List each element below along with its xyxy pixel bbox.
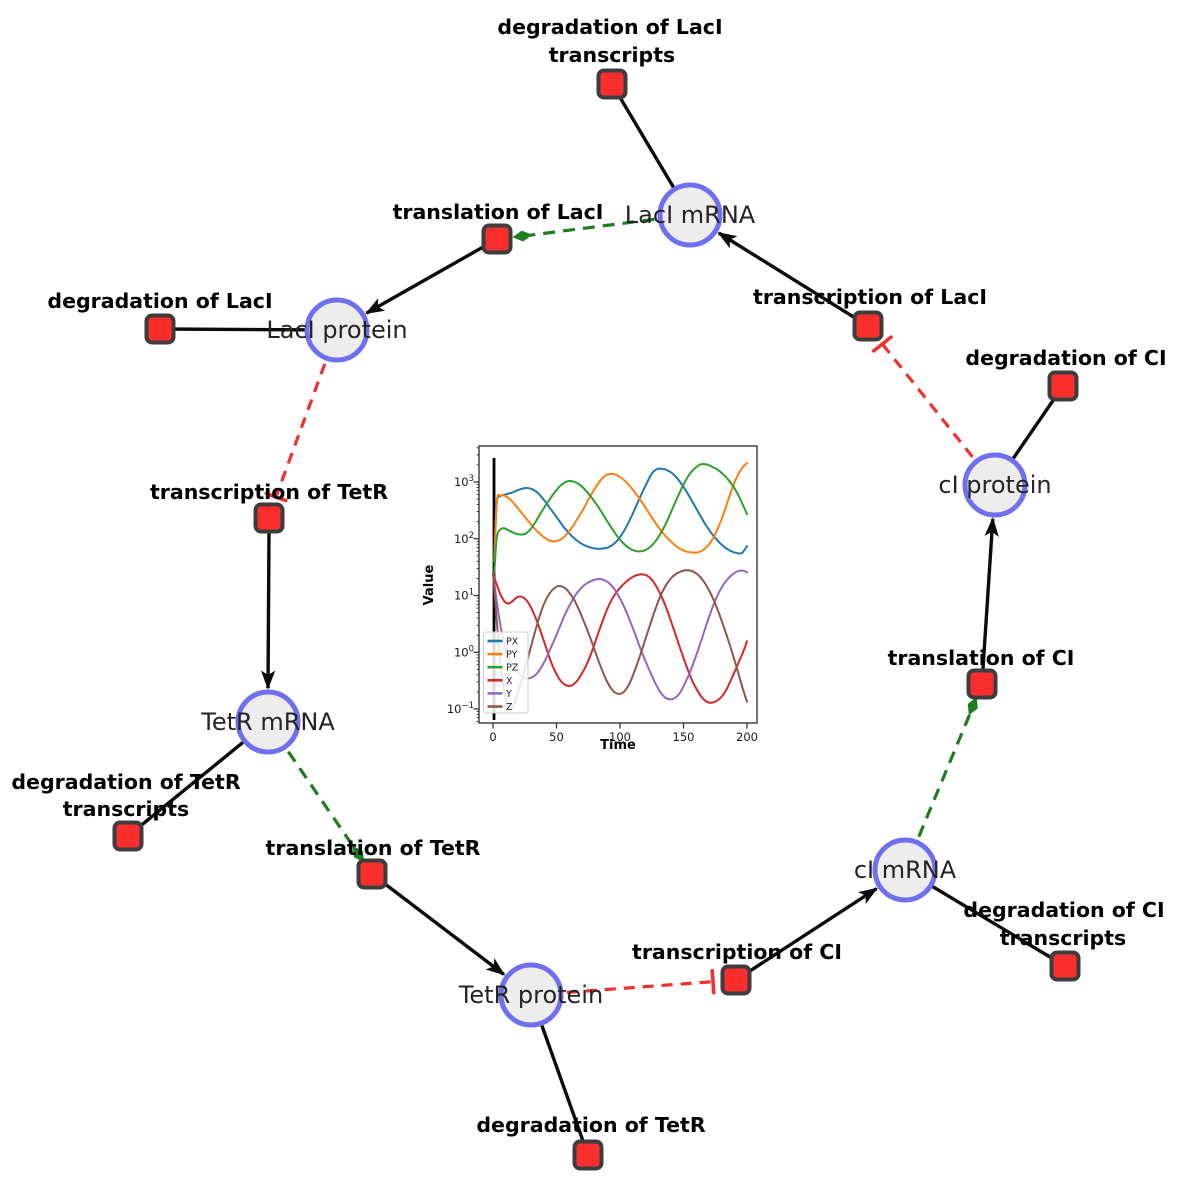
reaction-label-degradation-tetr-transcripts-1: degradation of TetR xyxy=(11,770,240,794)
legend-label-z: Z xyxy=(506,702,513,713)
series-z xyxy=(492,569,748,711)
reaction-node-degradation-ci[interactable] xyxy=(1047,370,1079,402)
species-node-laci-mrna[interactable] xyxy=(657,182,723,248)
inhibition-tee-ci xyxy=(710,968,716,995)
series-pz xyxy=(493,462,748,574)
reaction-label-transcription-tetr: transcription of TetR xyxy=(150,480,388,504)
edge-translation-ci-to-ci-protein xyxy=(981,517,999,671)
reaction-label-degradation-tetr-transcripts-2: transcripts xyxy=(63,797,190,821)
reaction-node-translation-tetr[interactable] xyxy=(356,858,388,890)
edge-ci-protein-inhibits-transcription-laci xyxy=(881,343,974,458)
species-node-ci-mrna[interactable] xyxy=(872,837,938,903)
x-axis-title: Time xyxy=(600,738,636,753)
x-tick-label: 200 xyxy=(736,730,758,744)
network-nodes xyxy=(112,68,1081,1171)
reaction-label-translation-ci: translation of CI xyxy=(888,646,1075,670)
species-label-tetr-mrna: TetR mRNA xyxy=(200,708,335,736)
edge-transcription-laci-to-laci-mrna xyxy=(717,231,857,321)
reaction-label-degradation-laci-transcripts-1: degradation of LacI xyxy=(497,15,722,39)
chart-curves xyxy=(492,458,748,720)
reaction-label-degradation-ci-transcripts-2: transcripts xyxy=(1000,926,1127,950)
legend-label-pz: PZ xyxy=(506,663,519,674)
reaction-node-translation-laci[interactable] xyxy=(481,223,513,255)
species-label-laci-mrna: LacI mRNA xyxy=(625,201,756,229)
reaction-label-degradation-laci: degradation of LacI xyxy=(47,289,272,313)
species-node-tetr-mrna[interactable] xyxy=(235,689,301,755)
y-axis-title: Value xyxy=(422,564,437,605)
reaction-node-degradation-tetr[interactable] xyxy=(572,1139,604,1171)
x-tick-label: 0 xyxy=(489,730,496,744)
reaction-node-degradation-ci-transcripts[interactable] xyxy=(1049,950,1081,982)
x-tick-label: 50 xyxy=(549,730,564,744)
inhibition-tee-laci xyxy=(871,335,893,353)
reaction-node-translation-ci[interactable] xyxy=(966,668,998,700)
reaction-label-transcription-ci: transcription of CI xyxy=(632,940,842,964)
y-tick-label: 10−1 xyxy=(447,701,474,716)
reaction-label-degradation-tetr: degradation of TetR xyxy=(476,1113,705,1137)
reaction-node-degradation-laci-transcripts[interactable] xyxy=(596,68,628,100)
y-tick-label: 101 xyxy=(454,588,474,603)
edge-ci-mrna-modifies-translation xyxy=(917,711,972,838)
edge-tetr-protein-inhibits-transcription-ci xyxy=(566,980,714,994)
chart-legend: PX PY PZ XYZ xyxy=(483,631,529,714)
reaction-label-translation-tetr: translation of TetR xyxy=(266,836,481,860)
legend-label-px: PX xyxy=(506,637,519,648)
edge-transcription-tetr-to-tetr-mrna xyxy=(260,531,276,690)
modifier-arrowhead-laci xyxy=(512,230,533,242)
network-labels: LacI mRNA LacI protein TetR mRNA TetR pr… xyxy=(11,15,1166,1137)
reaction-node-transcription-ci[interactable] xyxy=(720,964,752,996)
series-px xyxy=(493,467,748,560)
inhibition-tee-tetr xyxy=(264,491,288,503)
series-py xyxy=(493,462,748,563)
species-node-tetr-protein[interactable] xyxy=(498,962,564,1028)
reaction-node-transcription-laci[interactable] xyxy=(852,310,884,342)
chart-frame xyxy=(478,445,758,724)
y-tick-label: 103 xyxy=(454,474,474,489)
edge-laci-protein-inhibits-transcription-tetr xyxy=(274,363,327,497)
reaction-label-degradation-ci-transcripts-1: degradation of CI xyxy=(963,898,1164,922)
modifier-arrowhead-ci xyxy=(967,696,978,716)
reaction-label-degradation-ci: degradation of CI xyxy=(965,346,1166,370)
reaction-node-transcription-tetr[interactable] xyxy=(253,502,285,534)
edge-laci-mrna-modifies-translation xyxy=(529,217,655,237)
species-node-ci-protein[interactable] xyxy=(962,452,1028,518)
reaction-label-degradation-laci-transcripts-2: transcripts xyxy=(549,43,676,67)
legend-label-py: PY xyxy=(506,650,518,661)
reaction-label-translation-laci: translation of LacI xyxy=(393,200,604,224)
species-label-laci-protein: LacI protein xyxy=(266,316,407,344)
x-tick-label: 100 xyxy=(609,730,631,744)
species-label-ci-mrna: cI mRNA xyxy=(854,856,957,884)
y-tick-label: 102 xyxy=(454,531,474,546)
modifier-arrowhead-tetr xyxy=(352,845,365,863)
y-tick-label: 100 xyxy=(454,644,474,659)
species-label-ci-protein: cI protein xyxy=(938,471,1051,499)
legend-label-x: X xyxy=(506,676,513,687)
legend-label-y: Y xyxy=(505,689,512,700)
series-x xyxy=(492,571,748,704)
chart-axes: 10−1 100 101 102 103 0 50 100 150 200 Time Value xyxy=(422,445,758,753)
reaction-node-degradation-tetr-transcripts[interactable] xyxy=(112,820,144,852)
edge-translation-laci-to-laci-protein xyxy=(364,244,486,315)
edge-transcription-ci-to-ci-mrna xyxy=(746,887,878,974)
reaction-label-transcription-laci: transcription of LacI xyxy=(753,285,987,309)
x-tick-label: 150 xyxy=(673,730,695,744)
edge-translation-tetr-to-tetr-protein xyxy=(382,881,506,976)
reaction-node-degradation-laci[interactable] xyxy=(144,313,176,345)
species-label-tetr-protein: TetR protein xyxy=(458,981,603,1009)
edge-tetr-mrna-modifies-translation xyxy=(286,750,356,850)
species-node-laci-protein[interactable] xyxy=(304,297,370,363)
